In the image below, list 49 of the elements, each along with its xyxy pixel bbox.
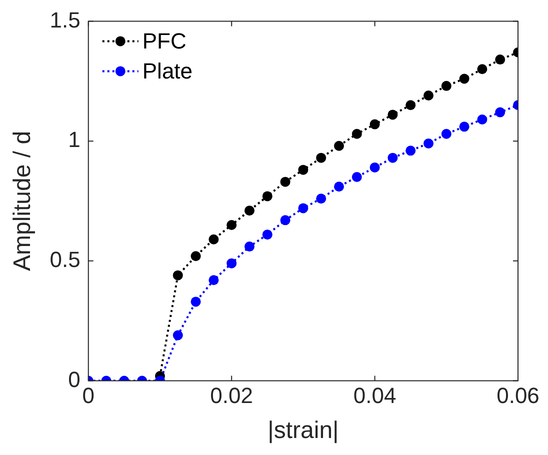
point xyxy=(370,162,380,172)
point xyxy=(262,230,272,240)
point xyxy=(172,270,183,280)
point xyxy=(441,80,452,91)
x-tick-label: 0.06 xyxy=(496,383,540,408)
point xyxy=(208,275,219,286)
point xyxy=(352,172,362,182)
point xyxy=(244,242,254,252)
point xyxy=(244,206,254,216)
point xyxy=(190,296,201,307)
point xyxy=(334,140,344,151)
point xyxy=(352,128,362,139)
point xyxy=(298,164,308,175)
point xyxy=(334,182,344,192)
y-tick-label: 1.5 xyxy=(50,7,80,32)
point xyxy=(423,138,434,148)
point xyxy=(316,152,326,163)
y-tick-label: 0.5 xyxy=(50,246,80,272)
point xyxy=(477,64,488,74)
legend-label: Plate xyxy=(142,58,193,84)
point xyxy=(172,330,183,340)
point xyxy=(370,119,380,130)
point xyxy=(406,100,416,110)
x-tick-label: 0.04 xyxy=(353,383,396,408)
legend-label: PFC xyxy=(142,28,186,54)
point xyxy=(423,90,434,101)
point xyxy=(190,251,201,262)
point xyxy=(208,234,219,244)
point xyxy=(495,107,506,118)
point xyxy=(388,110,398,120)
point xyxy=(226,220,237,230)
point xyxy=(459,122,470,132)
point xyxy=(406,146,416,156)
point xyxy=(280,176,290,187)
point xyxy=(280,215,290,226)
point xyxy=(262,191,272,202)
point xyxy=(316,194,326,204)
point xyxy=(477,114,488,124)
x-tick-label: 0.02 xyxy=(210,383,254,408)
y-tick-label: 0 xyxy=(68,366,80,392)
point xyxy=(459,74,470,84)
point xyxy=(495,54,506,65)
point xyxy=(298,203,308,214)
y-axis-title: Amplitude / d xyxy=(9,130,36,272)
x-axis-title: |strain| xyxy=(268,417,339,444)
y-tick-label: 1 xyxy=(68,127,80,152)
point xyxy=(441,128,452,139)
point xyxy=(226,258,237,268)
point xyxy=(388,152,398,163)
